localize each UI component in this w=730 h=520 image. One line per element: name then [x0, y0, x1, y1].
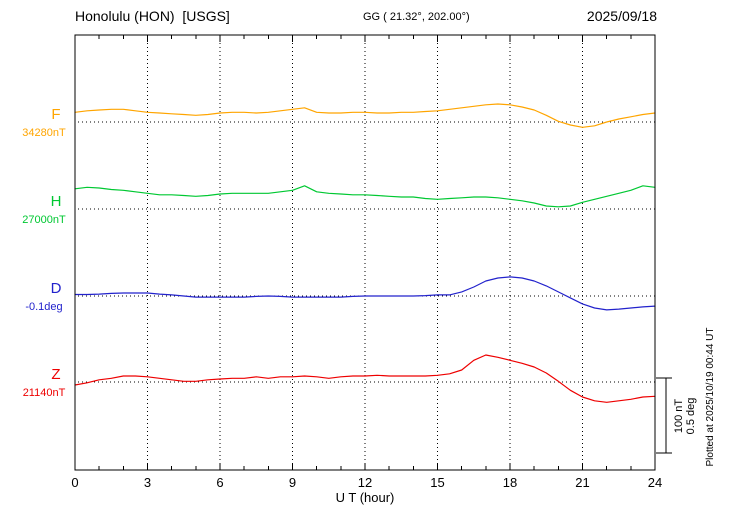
plot-border	[74, 34, 656, 471]
series-letter-F: F	[51, 106, 61, 123]
trace-Z	[74, 354, 656, 403]
x-tick-label: 0	[71, 475, 78, 490]
plotted-at-note: Plotted at 2025/10/19 00:44 UT	[705, 328, 716, 467]
trace-D	[74, 276, 656, 311]
x-tick-label: 9	[289, 475, 296, 490]
series-baseline-value-F: 34280nT	[22, 127, 66, 139]
x-tick-label: 3	[144, 475, 151, 490]
x-tick-label: 6	[216, 475, 223, 490]
x-tick-label: 21	[575, 475, 589, 490]
scale-bar-deg-label: 0.5 deg	[685, 398, 697, 435]
observation-date: 2025/09/18	[586, 8, 657, 24]
x-tick-label: 18	[503, 475, 517, 490]
scale-bar-nt-label: 100 nT	[673, 399, 685, 434]
series-baseline-value-D: -0.1deg	[25, 301, 63, 313]
x-tick-label: 12	[358, 475, 372, 490]
trace-F	[74, 103, 656, 128]
series-letter-Z: Z	[51, 366, 61, 383]
station-title: Honolulu (HON) [USGS]	[75, 8, 230, 24]
trace-H	[74, 185, 656, 208]
geographic-coordinates: GG ( 21.32°, 202.00°)	[363, 11, 470, 23]
plot-generated-content: 0 3 6 9 12 15 18 21 24	[71, 34, 672, 490]
series-letter-H: H	[50, 193, 62, 210]
x-tick-label: 15	[430, 475, 444, 490]
series-letter-D: D	[50, 280, 62, 297]
series-baseline-value-H: 27000nT	[22, 214, 66, 226]
x-axis-title: U T (hour)	[335, 490, 395, 505]
series-baseline-value-Z: 21140nT	[22, 387, 66, 399]
x-tick-label: 24	[648, 475, 662, 490]
